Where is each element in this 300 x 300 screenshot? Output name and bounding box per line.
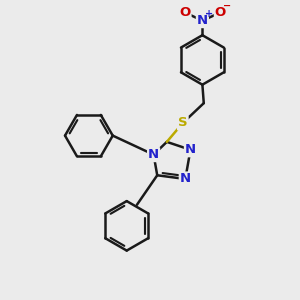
Text: O: O (215, 6, 226, 19)
Text: +: + (205, 9, 213, 19)
Text: N: N (197, 14, 208, 27)
Text: N: N (180, 172, 191, 185)
Text: N: N (148, 148, 159, 161)
Text: S: S (178, 116, 188, 130)
Text: −: − (223, 1, 231, 11)
Text: O: O (179, 6, 191, 19)
Text: N: N (185, 143, 196, 156)
